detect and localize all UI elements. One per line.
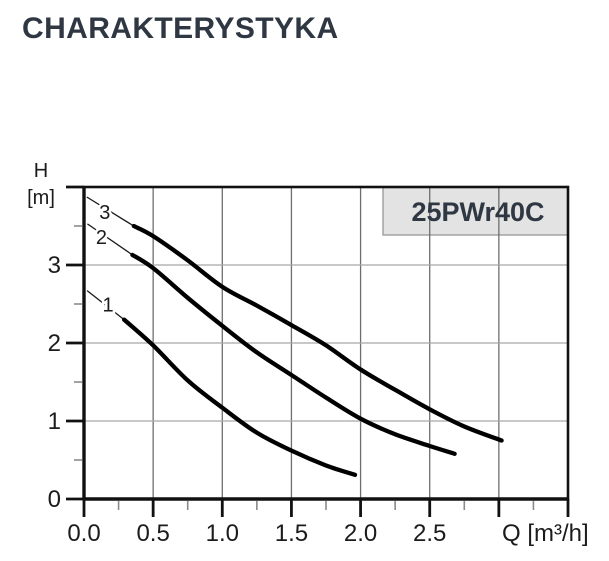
curve-leader-line-1: [86, 290, 125, 321]
y-axis-title-units: [m]: [27, 187, 55, 209]
curve-label-2: 2: [96, 227, 107, 249]
y-axis-tick-label: 0: [48, 486, 61, 513]
x-axis-tick-label: 2.5: [413, 520, 446, 547]
x-axis-tick-label: 1.0: [206, 520, 239, 547]
curve-1: [121, 317, 358, 477]
y-axis-title: H: [34, 160, 48, 182]
y-axis-tick-label: 3: [48, 252, 61, 279]
x-axis-tick-label: 0.0: [67, 520, 100, 547]
y-axis-tick-label: 1: [48, 408, 61, 435]
curve-label-3: 3: [99, 202, 110, 224]
x-axis-tick-label: 1.5: [275, 520, 308, 547]
y-axis-tick-label: 2: [48, 330, 61, 357]
model-badge: [382, 186, 569, 236]
model-badge-label: 25PWr40C: [411, 197, 544, 227]
x-axis-tick-label: 0.5: [136, 520, 169, 547]
curve-leader-line-3: [86, 196, 135, 227]
curve-2: [130, 252, 457, 456]
page-title: CHARAKTERYSTYKA: [22, 12, 339, 45]
curve-3: [131, 223, 504, 443]
curve-label-1: 1: [103, 295, 114, 317]
x-axis-title: Q [m³/h]: [502, 520, 589, 547]
curve-leader-line-2: [87, 223, 133, 256]
x-axis-tick-label: 2.0: [344, 520, 377, 547]
